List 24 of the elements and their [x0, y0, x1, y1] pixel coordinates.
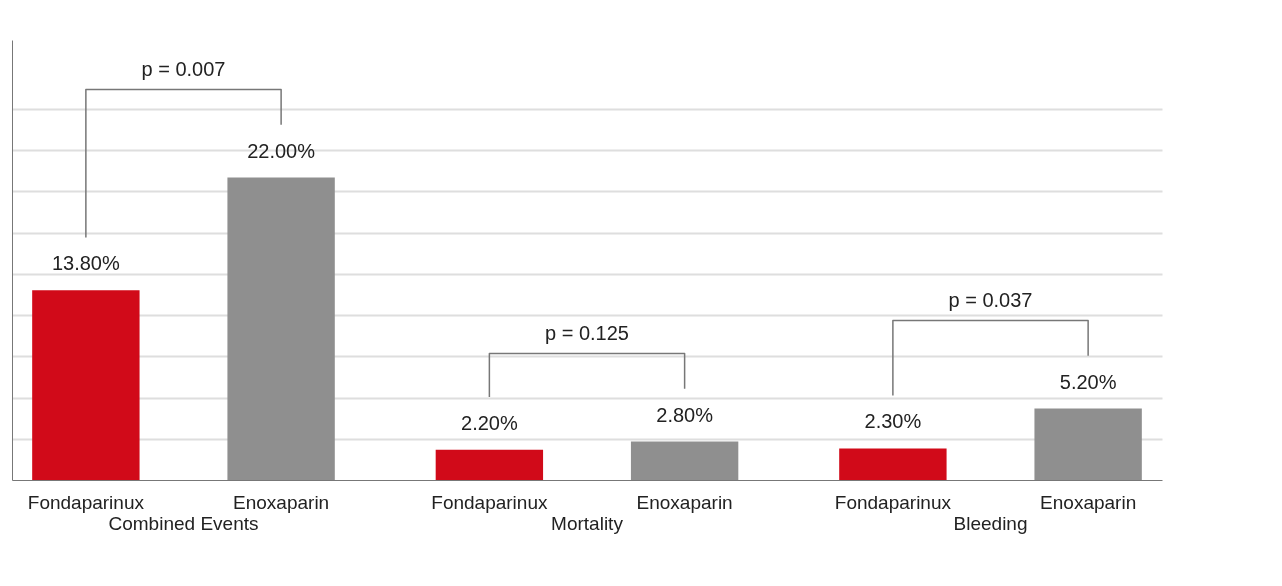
data-label: 13.80% — [51, 252, 120, 275]
series-label: Enoxaparin — [233, 492, 330, 513]
x-tick-label: Bleeding — [953, 512, 1028, 534]
data-label: 2.30% — [864, 410, 922, 433]
text: Fondaparinux — [27, 492, 144, 513]
bar — [227, 177, 335, 480]
bar — [1034, 408, 1142, 480]
text: Enoxaparin — [1040, 492, 1137, 513]
bar — [839, 448, 947, 480]
annotation: p = 0.007 — [141, 57, 226, 80]
bar — [435, 449, 544, 480]
annotation: p = 0.037 — [948, 288, 1033, 311]
text: Enoxaparin — [636, 492, 733, 513]
data-label: 22.00% — [247, 139, 316, 162]
bar — [630, 441, 739, 480]
series-label: Fondaparinux — [431, 492, 548, 513]
data-label: 5.20% — [1059, 370, 1117, 393]
x-tick-label: Mortality — [551, 512, 624, 534]
x-tick-label: Combined Events — [108, 512, 259, 534]
annotation: p = 0.125 — [545, 321, 629, 344]
data-label: 2.20% — [461, 411, 518, 434]
bar — [32, 290, 140, 480]
data-label: 2.80% — [656, 403, 714, 426]
text: Fondaparinux — [834, 492, 951, 513]
